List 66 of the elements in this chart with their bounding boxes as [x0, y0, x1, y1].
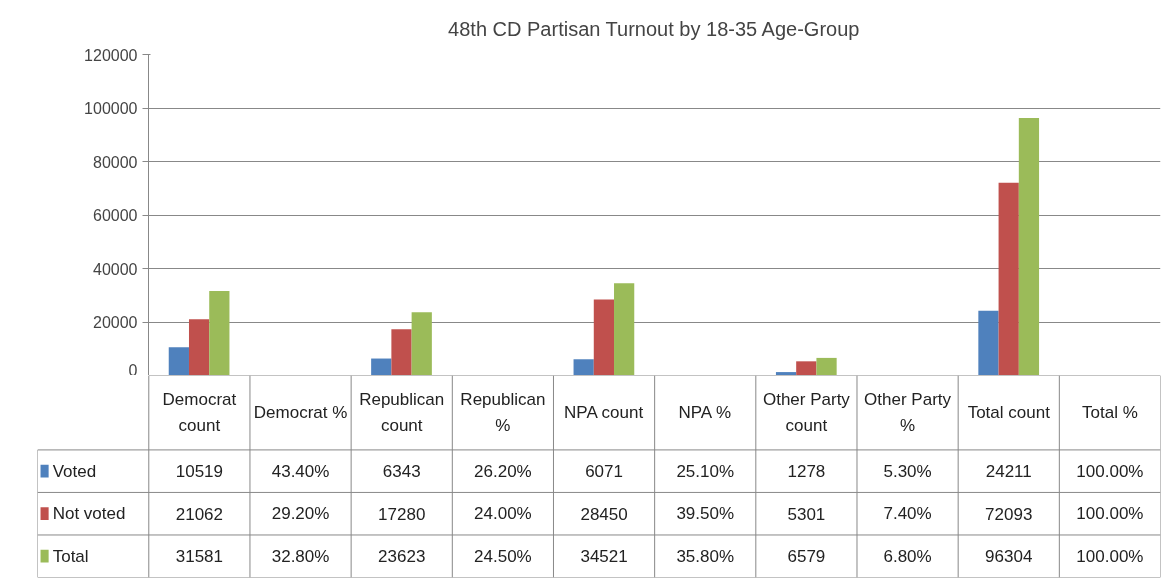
data-label: 100.00% — [1076, 546, 1144, 566]
y-tick-label: 0 — [128, 361, 138, 379]
x-tick-label: NPA count — [564, 403, 644, 423]
y-tick-label: 40000 — [93, 260, 138, 278]
data-label: 23623 — [378, 547, 426, 567]
bar — [573, 359, 594, 375]
data-label: 1278 — [787, 462, 826, 482]
legend-label: Voted — [52, 461, 97, 481]
data-label: 100.00% — [1076, 461, 1144, 481]
data-label: 26.20% — [474, 461, 532, 481]
data-label: 10519 — [175, 462, 224, 482]
data-label: 34521 — [580, 547, 628, 567]
data-label: 35.80% — [676, 546, 735, 566]
data-label: 28450 — [580, 504, 628, 524]
data-label: 6579 — [787, 547, 826, 567]
x-tick-label: Total count — [967, 403, 1051, 423]
bar — [209, 291, 230, 375]
legend-label: Total — [52, 546, 89, 566]
data-label: 43.40% — [271, 461, 330, 481]
data-label: 96304 — [985, 547, 1033, 567]
data-label: 24211 — [985, 462, 1032, 482]
data-label: 6343 — [382, 462, 421, 482]
bar — [978, 310, 999, 375]
legend-label: Not voted — [52, 504, 126, 524]
y-tick-label: 60000 — [93, 207, 138, 224]
x-tick-label: Republican % — [460, 390, 546, 436]
bar — [1018, 117, 1040, 375]
data-label: 100.00% — [1076, 504, 1144, 524]
x-tick-label: Democrat % — [253, 403, 348, 423]
bar — [775, 372, 797, 375]
data-label: 39.50% — [676, 504, 735, 524]
bar — [593, 299, 615, 375]
data-label: 72093 — [985, 504, 1033, 524]
bar — [796, 361, 817, 375]
data-label: 7.40% — [883, 504, 932, 524]
data-label: 5.30% — [883, 461, 932, 481]
x-tick-label: Democrat count — [162, 390, 237, 436]
bar — [998, 182, 1019, 375]
bar — [188, 319, 210, 375]
data-label: 6.80% — [883, 546, 932, 566]
data-label: 25.10% — [676, 461, 735, 481]
data-label: 31581 — [175, 547, 224, 567]
bar — [168, 347, 189, 375]
bar — [371, 358, 392, 375]
x-tick-label: Total % — [1082, 403, 1138, 423]
data-label: 32.80% — [271, 546, 330, 566]
data-label: 17280 — [378, 504, 426, 524]
data-label: 21062 — [175, 504, 224, 524]
chart-title: 48th CD Partisan Turnout by 18-35 Age-Group — [448, 17, 860, 40]
x-tick-label: Other Party % — [864, 390, 952, 436]
x-tick-label: NPA % — [678, 403, 732, 423]
bar — [816, 357, 837, 375]
bar — [411, 312, 432, 375]
data-label: 24.50% — [474, 546, 532, 566]
y-tick-label: 80000 — [93, 153, 138, 171]
y-tick-label: 100000 — [84, 100, 138, 117]
y-tick-label: 20000 — [93, 314, 138, 331]
data-label: 29.20% — [271, 504, 330, 524]
x-tick-label: Other Party count — [762, 390, 851, 436]
y-tick-label: 120000 — [84, 46, 138, 64]
data-label: 24.00% — [474, 504, 532, 524]
data-label: 6071 — [585, 462, 623, 482]
bar — [391, 329, 412, 375]
x-tick-label: Republican count — [359, 390, 445, 436]
bar — [614, 283, 635, 375]
data-label: 5301 — [787, 504, 826, 524]
